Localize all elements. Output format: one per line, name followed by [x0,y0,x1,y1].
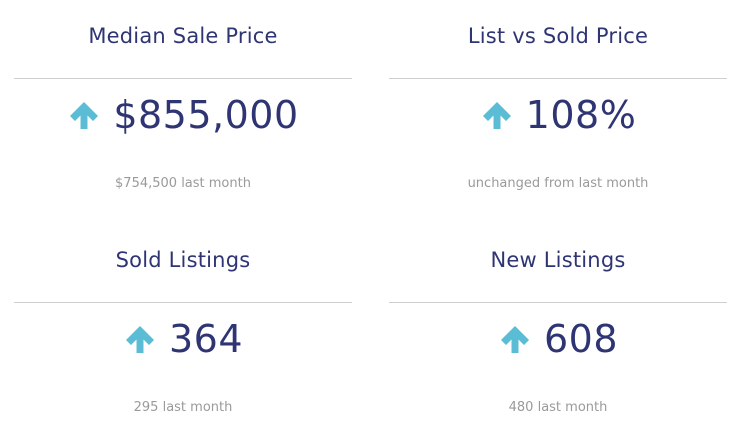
stat-title: Median Sale Price [88,24,278,48]
divider [14,78,352,79]
stat-value: 364 [168,317,244,361]
divider [389,302,727,303]
stat-card-new-listings: New Listings 608 480 last month [389,224,727,434]
arrow-up-icon [125,326,154,353]
stat-value-row: 608 [389,314,727,364]
stat-subtext: 295 last month [133,400,233,415]
stat-card-median-sale-price: Median Sale Price $855,000 $754,500 last… [14,0,352,210]
divider [14,302,352,303]
stat-title: List vs Sold Price [467,24,649,48]
stat-title: Sold Listings [115,248,251,272]
stat-value-row: 364 [14,314,352,364]
stat-value-row: $855,000 [14,90,352,140]
divider [389,78,727,79]
stat-title: New Listings [490,248,626,272]
stat-subtext: $754,500 last month [115,176,251,191]
stat-card-list-vs-sold-price: List vs Sold Price 108% unchanged from l… [389,0,727,210]
stat-card-sold-listings: Sold Listings 364 295 last month [14,224,352,434]
arrow-up-icon [500,326,529,353]
stat-subtext: unchanged from last month [467,176,649,191]
stat-value: 608 [543,317,619,361]
stat-value-row: 108% [389,90,727,140]
stat-value: $855,000 [113,93,299,137]
arrow-up-icon [482,102,511,129]
stat-value: 108% [525,93,637,137]
stat-subtext: 480 last month [508,400,608,415]
arrow-up-icon [70,102,99,129]
